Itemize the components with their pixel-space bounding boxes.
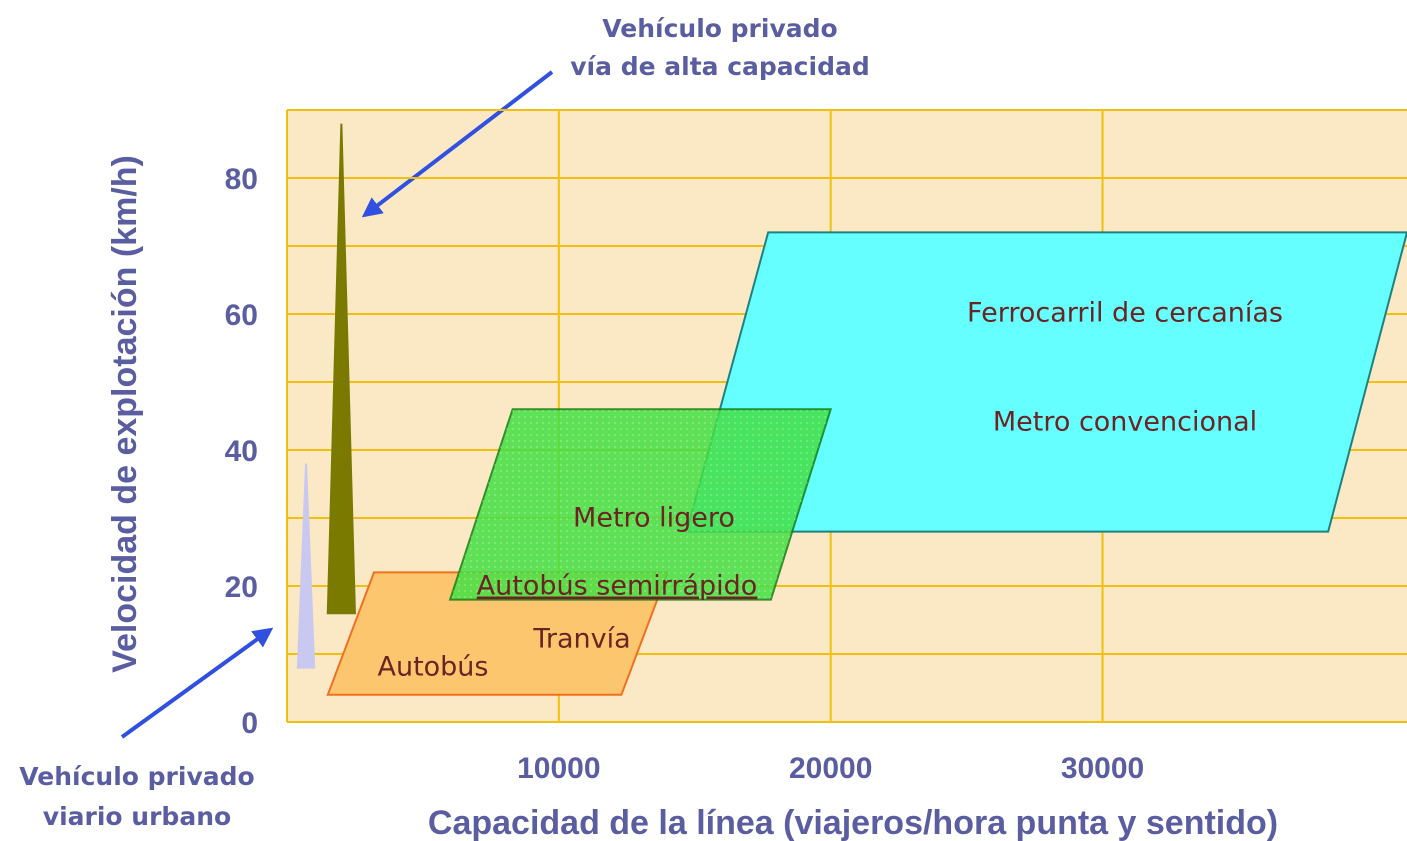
- region-label: Metro ligero: [573, 503, 735, 534]
- y-tick-label: 60: [225, 299, 258, 332]
- annotation: viario urbano: [43, 802, 231, 831]
- y-tick-label: 80: [225, 163, 258, 196]
- arrow: [120, 627, 274, 739]
- x-tick-label: 30000: [1061, 752, 1144, 785]
- regions: [296, 123, 1407, 696]
- arrow: [361, 70, 554, 218]
- region-label: Metro convencional: [993, 407, 1257, 438]
- annotation: Vehículo privado: [602, 14, 837, 43]
- y-axis-title: Velocidad de explotación (km/h): [106, 155, 144, 673]
- y-tick-label: 20: [225, 571, 258, 604]
- annotation: Vehículo privado: [19, 762, 254, 791]
- y-tick-label: 0: [241, 707, 258, 740]
- region: [685, 231, 1407, 533]
- y-tick-label: 40: [225, 435, 258, 468]
- region-label: Tranvía: [532, 624, 630, 655]
- x-tick-label: 20000: [789, 752, 872, 785]
- region-label: Autobús semirrápido: [477, 571, 758, 602]
- region: [296, 463, 316, 669]
- region-label: Autobús: [377, 652, 488, 683]
- region-label: Ferrocarril de cercanías: [967, 298, 1283, 329]
- region-texture: [450, 409, 831, 600]
- x-axis-title: Capacidad de la línea (viajeros/hora pun…: [428, 804, 1278, 841]
- annotation: vía de alta capacidad: [570, 52, 869, 81]
- region: [326, 123, 356, 615]
- x-tick-label: 10000: [517, 752, 600, 785]
